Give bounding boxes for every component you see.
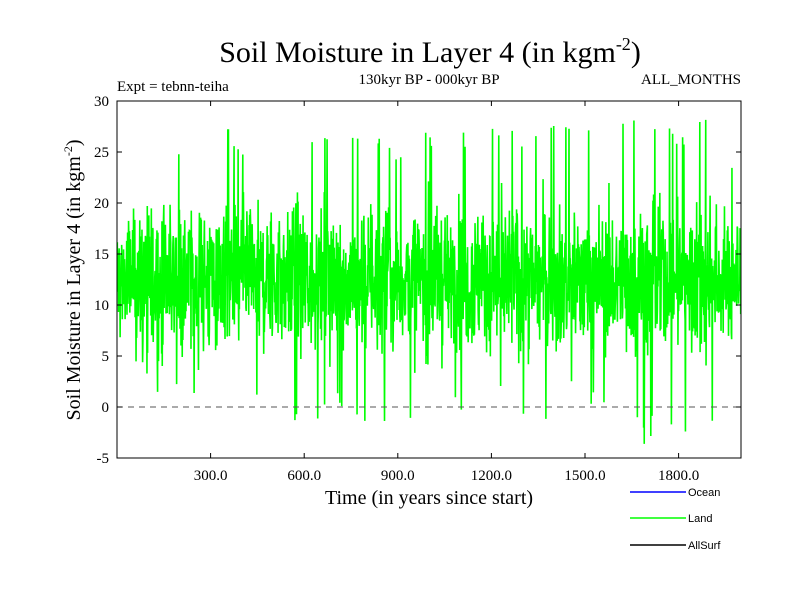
chart-subtitle: 130kyr BP - 000kyr BP: [358, 72, 499, 88]
legend: Ocean Land AllSurf: [630, 487, 721, 552]
y-tick-label: 25: [94, 145, 109, 161]
y-tick-label: 30: [94, 94, 109, 110]
y-tick-label: 0: [102, 400, 110, 416]
x-tick-label: 1800.0: [658, 468, 699, 484]
legend-label-allsurf: AllSurf: [688, 540, 721, 552]
y-axis-label: Soil Moisture in Layer 4 (in kgm-2): [61, 139, 85, 420]
chart-title-superscript: -2: [616, 34, 631, 54]
expt-label: Expt = tebnn-teiha: [117, 79, 229, 95]
x-tick-label: 300.0: [194, 468, 228, 484]
x-tick-label: 1200.0: [471, 468, 512, 484]
x-tick-label: 600.0: [287, 468, 321, 484]
y-axis: -5 0 5 10 15 20 25 30: [94, 94, 741, 467]
land-series-line: [117, 119, 741, 444]
land-series: [117, 119, 741, 444]
legend-label-ocean: Ocean: [688, 487, 720, 499]
x-axis-label: Time (in years since start): [325, 487, 533, 509]
y-axis-label-superscript: -2: [61, 146, 75, 156]
y-tick-label: 10: [94, 298, 109, 314]
y-tick-label: 20: [94, 196, 109, 212]
x-axis: 300.0 600.0 900.0 1200.0 1500.0 1800.0: [194, 101, 699, 484]
y-tick-label: 15: [94, 247, 109, 263]
y-tick-label: 5: [102, 349, 110, 365]
x-tick-label: 900.0: [381, 468, 415, 484]
x-tick-label: 1500.0: [564, 468, 605, 484]
months-label: ALL_MONTHS: [641, 72, 741, 88]
legend-label-land: Land: [688, 513, 712, 525]
plot-frame: [116, 100, 742, 459]
chart-title: Soil Moisture in Layer 4 (in kgm-2): [219, 34, 641, 69]
y-tick-label: -5: [97, 451, 110, 467]
